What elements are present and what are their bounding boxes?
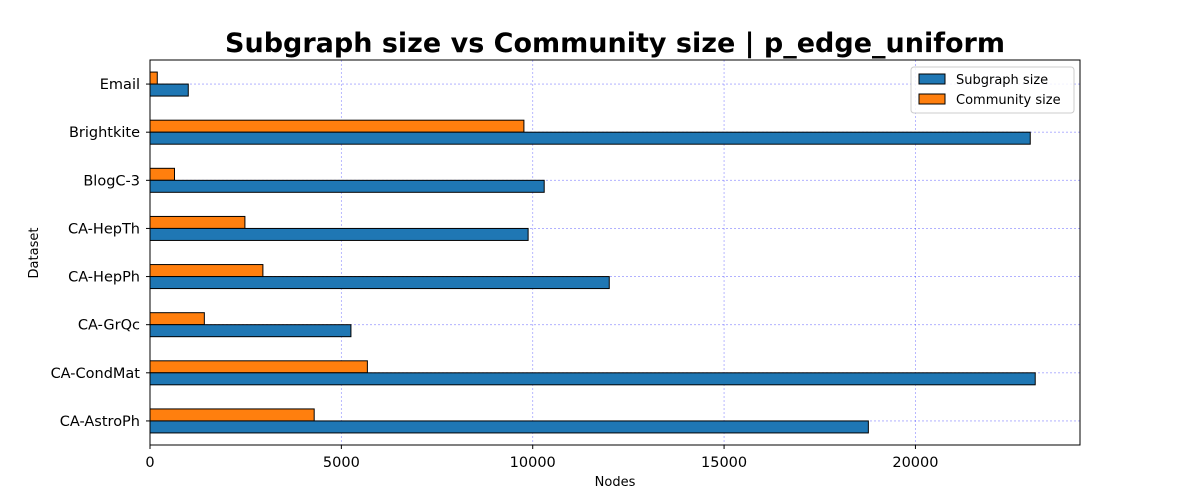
x-axis-label: Nodes	[595, 475, 636, 490]
legend-swatch-community-size	[918, 93, 946, 105]
x-tick-label-2: 10000	[510, 455, 556, 471]
bar-subgraph-ca-hepth	[149, 227, 529, 241]
x-tick-label-1: 5000	[323, 455, 360, 471]
y-tick-label-email: Email	[100, 77, 140, 93]
legend: Subgraph size Community size	[910, 66, 1075, 114]
y-tick-label-ca-hepth: CA-HepTh	[68, 221, 140, 237]
legend-swatch-subgraph-size	[918, 73, 946, 85]
y-tick-label-ca-astroph: CA-AstroPh	[60, 414, 140, 430]
legend-label-subgraph-size: Subgraph size	[956, 73, 1048, 88]
y-tick-label-ca-grqc: CA-GrQc	[78, 318, 140, 334]
x-axis-ticks: 0 5000 10000 15000 20000	[145, 445, 939, 471]
plot-frame	[149, 59, 1081, 446]
y-tick-label-brightkite: Brightkite	[69, 125, 140, 141]
bar-subgraph-ca-astroph	[149, 420, 869, 434]
bar-community-ca-hepph	[149, 264, 264, 278]
bar-community-blogc-3	[149, 167, 175, 181]
legend-box	[910, 66, 1075, 114]
bar-community-ca-astroph	[149, 408, 315, 422]
bar-subgraph-ca-condmat	[149, 372, 1036, 386]
bars	[149, 71, 1036, 434]
bar-subgraph-email	[149, 83, 189, 97]
legend-label-community-size: Community size	[956, 93, 1061, 108]
bar-community-ca-condmat	[149, 360, 368, 374]
chart-title: Subgraph size vs Community size | p_edge…	[225, 28, 1005, 59]
y-axis-label: Dataset	[27, 228, 42, 279]
x-tick-label-0: 0	[145, 455, 154, 471]
bar-community-ca-grqc	[149, 312, 205, 326]
x-tick-label-3: 15000	[701, 455, 747, 471]
bar-subgraph-brightkite	[149, 131, 1031, 145]
bar-subgraph-blogc-3	[149, 179, 545, 193]
bar-subgraph-ca-grqc	[149, 324, 352, 338]
bar-community-email	[149, 71, 158, 85]
y-tick-label-ca-hepph: CA-HepPh	[68, 270, 140, 286]
bar-community-ca-hepth	[149, 215, 246, 229]
bar-community-brightkite	[149, 119, 525, 133]
y-tick-label-ca-condmat: CA-CondMat	[51, 366, 141, 382]
y-axis-ticks: Email Brightkite BlogC-3 CA-HepTh CA-HepPh CA…	[51, 77, 150, 430]
bar-subgraph-ca-hepph	[149, 276, 610, 290]
grid	[150, 60, 1080, 445]
x-tick-label-4: 20000	[892, 455, 938, 471]
y-tick-label-blogc-3: BlogC-3	[83, 173, 140, 189]
